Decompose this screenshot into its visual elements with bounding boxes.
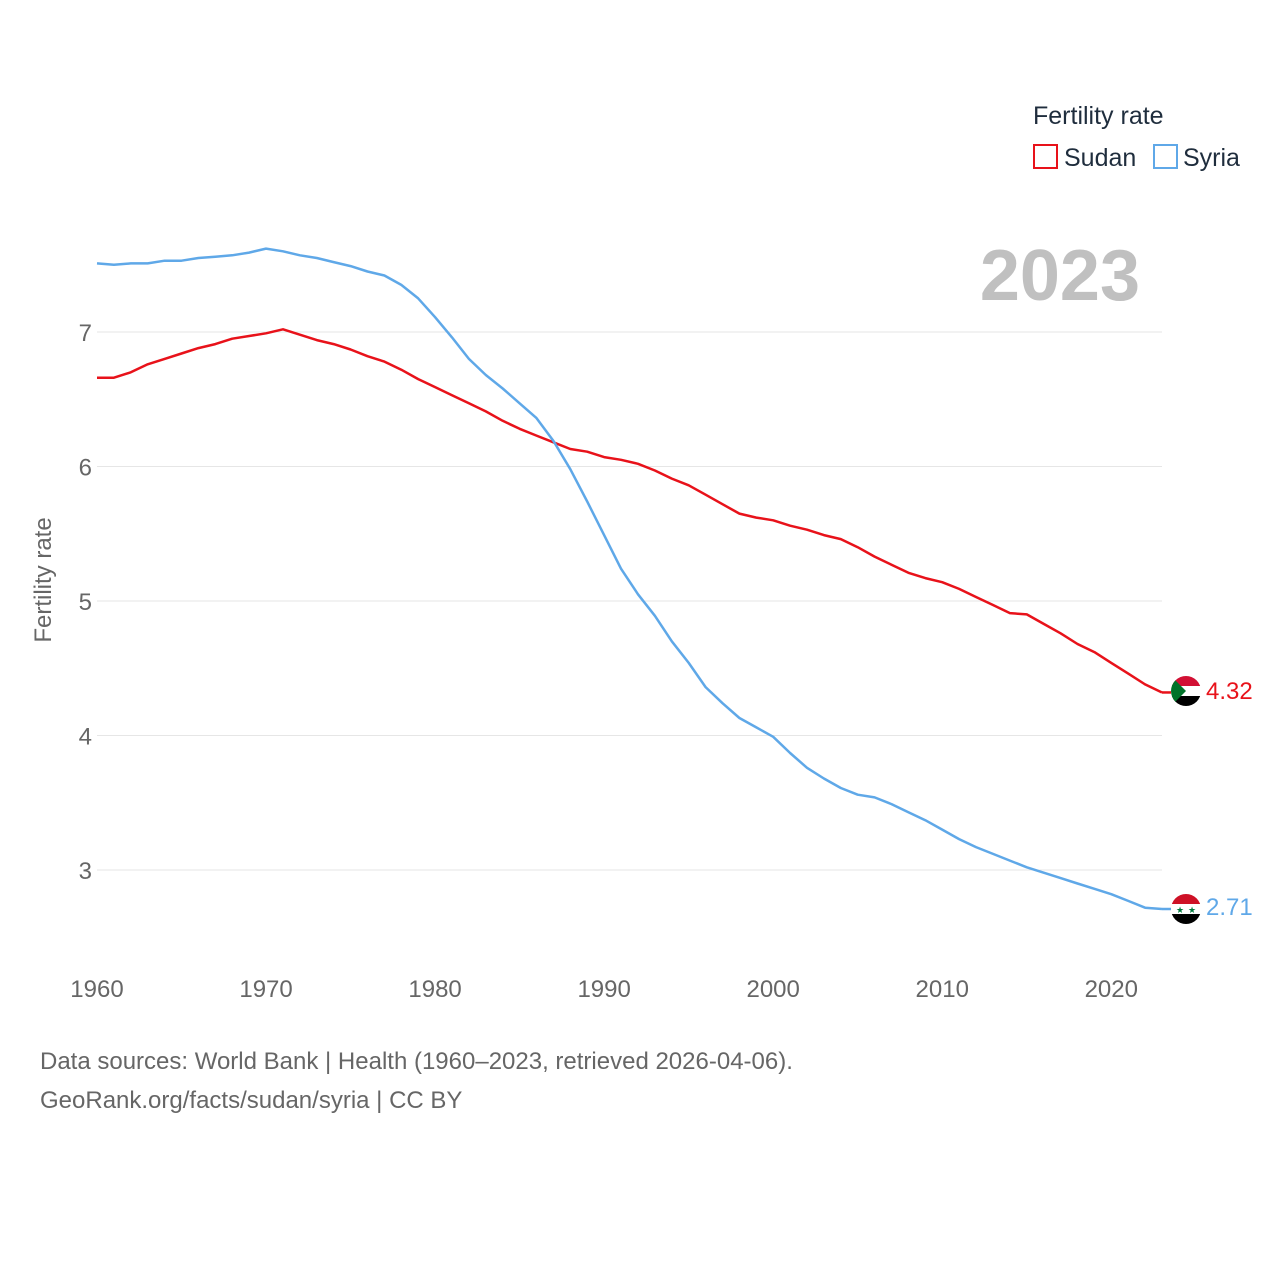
y-axis-ticks: 3 4 5 6 7 bbox=[79, 320, 92, 885]
legend-title: Fertility rate bbox=[1033, 102, 1164, 130]
y-tick-label: 4 bbox=[79, 724, 92, 751]
series-line-sudan[interactable] bbox=[97, 328, 1163, 694]
legend: Fertility rate Sudan Syria bbox=[1033, 102, 1240, 172]
y-tick-label: 7 bbox=[79, 320, 92, 347]
legend-label-syria[interactable]: Syria bbox=[1183, 144, 1240, 172]
y-axis-title: Fertility rate bbox=[30, 517, 57, 642]
year-label: 2023 bbox=[980, 236, 1140, 316]
x-tick-label: 1970 bbox=[239, 976, 292, 1003]
syria-flag-icon: ★ ★ bbox=[1171, 894, 1201, 924]
x-tick-label: 1960 bbox=[70, 976, 123, 1003]
grid-lines bbox=[97, 331, 1162, 871]
fertility-rate-chart: 3 4 5 6 7 1960 1970 1980 1990 2000 2010 2020 Ferti… bbox=[30, 102, 1253, 1003]
series-line-syria[interactable] bbox=[96, 247, 1163, 911]
end-label-syria: 2.71 bbox=[1206, 894, 1253, 921]
y-tick-label: 6 bbox=[79, 455, 92, 482]
svg-text:★: ★ bbox=[1176, 905, 1184, 915]
x-tick-label: 2000 bbox=[746, 976, 799, 1003]
sudan-flag-icon bbox=[1171, 676, 1201, 706]
x-axis-ticks: 1960 1970 1980 1990 2000 2010 2020 bbox=[70, 976, 1138, 1003]
source-note: Data sources: World Bank | Health (1960–… bbox=[40, 1042, 793, 1120]
series-lines bbox=[96, 247, 1171, 911]
x-tick-label: 1990 bbox=[577, 976, 630, 1003]
end-label-sudan: 4.32 bbox=[1206, 678, 1253, 705]
svg-text:★: ★ bbox=[1188, 905, 1196, 915]
x-tick-label: 2010 bbox=[916, 976, 969, 1003]
legend-swatch-sudan[interactable] bbox=[1033, 144, 1058, 169]
x-tick-label: 2020 bbox=[1085, 976, 1138, 1003]
x-tick-label: 1980 bbox=[408, 976, 461, 1003]
source-line-2[interactable]: GeoRank.org/facts/sudan/syria | CC BY bbox=[40, 1087, 463, 1114]
y-tick-label: 5 bbox=[79, 589, 92, 616]
source-line-1: Data sources: World Bank | Health (1960–… bbox=[40, 1048, 793, 1075]
legend-label-sudan[interactable]: Sudan bbox=[1064, 144, 1136, 172]
legend-swatch-syria[interactable] bbox=[1153, 144, 1178, 169]
y-tick-label: 3 bbox=[79, 858, 92, 885]
